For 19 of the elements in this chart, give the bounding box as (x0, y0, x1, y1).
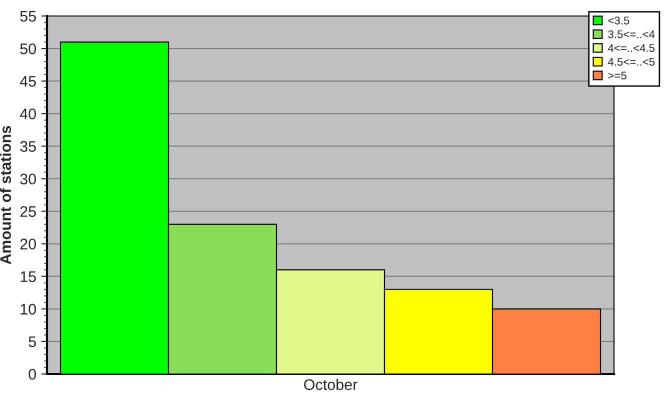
y-tick-label: 25 (20, 206, 36, 217)
y-tick-label: 35 (20, 141, 36, 152)
y-tick-label: 50 (20, 43, 36, 54)
y-axis-title: Amount of stations (0, 126, 12, 264)
legend-label: >=5 (608, 72, 626, 80)
legend-label: 4<=..<4.5 (608, 44, 655, 52)
legend-label: <3.5 (608, 16, 630, 24)
x-tick-label: October (304, 378, 358, 390)
legend-label: 4.5<=..<5 (608, 58, 655, 66)
y-tick-label: 40 (20, 108, 36, 120)
y-tick-label: 55 (20, 11, 36, 22)
y-tick-label: 45 (20, 76, 36, 87)
legend-label: 3.5<=..<4 (608, 30, 655, 38)
y-tick-label: 20 (20, 238, 36, 250)
y-tick-label: 5 (28, 336, 36, 348)
y-tick-label: 10 (20, 304, 36, 315)
y-tick-label: 15 (20, 271, 36, 282)
y-tick-label: 0 (28, 368, 36, 380)
y-tick-label: 30 (20, 174, 36, 184)
